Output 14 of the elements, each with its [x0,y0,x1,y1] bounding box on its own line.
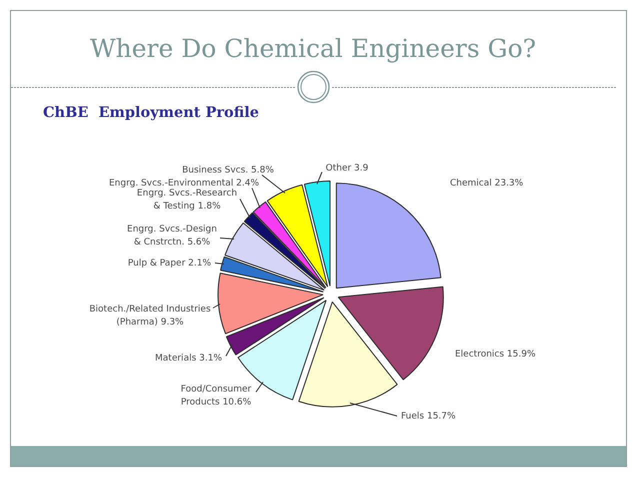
slice-label: Biotech./Related Industries (Pharma) 9.3% [89,304,211,328]
slice-label: Engrg. Svcs.-Environmental 2.4% [108,178,260,188]
slice-label: Chemical 23.3% [450,178,524,188]
chart-title: Where Do Chemical Engineers Go? [88,34,538,64]
slice-label: Pulp & Paper 2.1% [128,258,212,268]
slice-label: Materials 3.1% [155,353,222,364]
slice-label: Engrg. Svcs.-Research & Testing 1.8% [136,188,238,212]
slice-label: Food/Consumer Products 10.6% [180,384,252,408]
slice-label: Other 3.9 [326,163,369,174]
slice-label: Electronics 15.9% [455,349,536,360]
slice-label: Business Svcs. 5.8% [182,165,274,176]
slice-label: Engrg. Svcs.-Design & Cnstrctn. 5.6% [127,224,217,248]
slice-label: Fuels 15.7% [401,411,456,422]
chart-subtitle: ChBE Employment Profile [43,104,259,122]
